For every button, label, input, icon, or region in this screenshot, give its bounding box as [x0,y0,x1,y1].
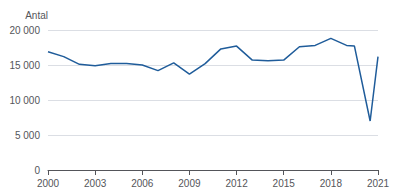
svg-text:2003: 2003 [84,178,107,189]
svg-text:2000: 2000 [37,178,60,189]
svg-text:2018: 2018 [320,178,343,189]
svg-text:2015: 2015 [273,178,296,189]
svg-text:2012: 2012 [225,178,248,189]
svg-text:5 000: 5 000 [15,130,40,141]
svg-text:2006: 2006 [131,178,154,189]
svg-text:2009: 2009 [178,178,201,189]
svg-text:Antal: Antal [25,10,48,21]
svg-text:15 000: 15 000 [9,60,40,71]
svg-text:2021: 2021 [367,178,390,189]
svg-text:20 000: 20 000 [9,25,40,36]
svg-text:0: 0 [34,165,40,176]
svg-text:10 000: 10 000 [9,95,40,106]
